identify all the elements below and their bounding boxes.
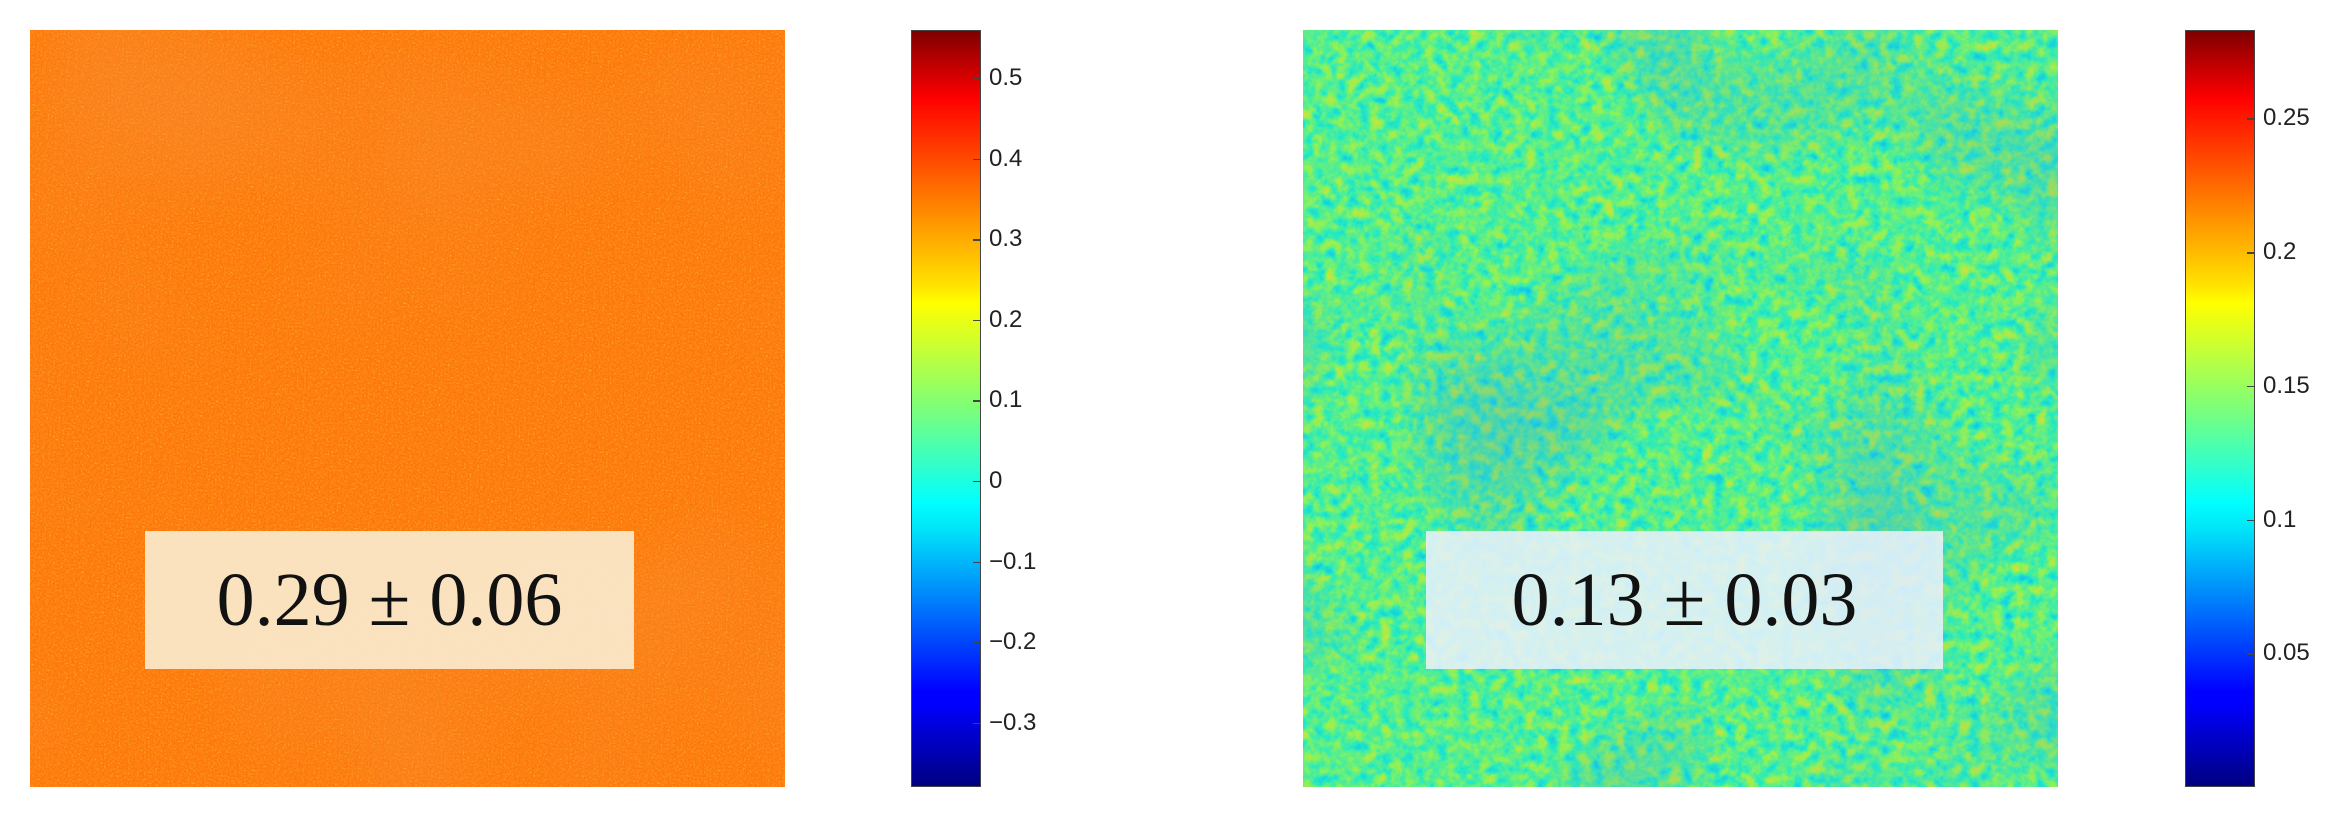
colorbar-tick-mark <box>973 561 981 563</box>
colorbar-tick-mark <box>973 480 981 483</box>
colorbar-tick-mark <box>973 78 981 80</box>
colorbar-tick-mark <box>2247 252 2255 254</box>
colorbar-tick-label: 0.2 <box>2263 238 2297 266</box>
heatmap-left <box>30 30 785 787</box>
colorbar-tick-label: 0 <box>989 466 1003 494</box>
colorbar-ticks-left: 0.5 0.4 0.3 0.2 0.1 0 −0.1 −0.2 −0.3 <box>973 30 1081 787</box>
colorbar-tick-label: −0.2 <box>989 628 1037 656</box>
colorbar-tick-mark <box>973 239 981 241</box>
stat-annotation-left: 0.29 ± 0.06 <box>145 531 634 669</box>
colorbar-tick-mark <box>973 319 981 322</box>
colorbar-tick-mark <box>2247 385 2255 388</box>
colorbar-right <box>2185 30 2255 787</box>
colorbar-tick-mark <box>2247 118 2255 120</box>
colorbar-tick-label: 0.15 <box>2263 371 2310 399</box>
colorbar-tick-label: 0.4 <box>989 144 1023 172</box>
colorbar-ticks-right: 0.25 0.2 0.15 0.1 0.05 <box>2247 30 2341 787</box>
colorbar-tick-label: −0.3 <box>989 708 1037 736</box>
colorbar-tick-mark <box>973 642 981 644</box>
colorbar-tick-label: 0.1 <box>2263 505 2297 533</box>
colorbar-tick-label: 0.5 <box>989 64 1023 92</box>
colorbar-tick-label: 0.05 <box>2263 639 2310 667</box>
colorbar-tick-label: 0.3 <box>989 225 1023 253</box>
colorbar-tick-mark <box>2247 653 2255 655</box>
colorbar-left <box>911 30 981 787</box>
colorbar-tick-label: −0.1 <box>989 547 1037 575</box>
stat-annotation-right: 0.13 ± 0.03 <box>1426 531 1943 669</box>
colorbar-tick-mark <box>973 722 981 725</box>
colorbar-tick-label: 0.1 <box>989 386 1023 414</box>
heatmap-right <box>1303 30 2058 787</box>
colorbar-tick-label: 0.2 <box>989 305 1023 333</box>
colorbar-tick-mark <box>973 400 981 402</box>
colorbar-tick-label: 0.25 <box>2263 104 2310 132</box>
colorbar-tick-mark <box>2247 519 2255 521</box>
colorbar-tick-mark <box>973 158 981 161</box>
